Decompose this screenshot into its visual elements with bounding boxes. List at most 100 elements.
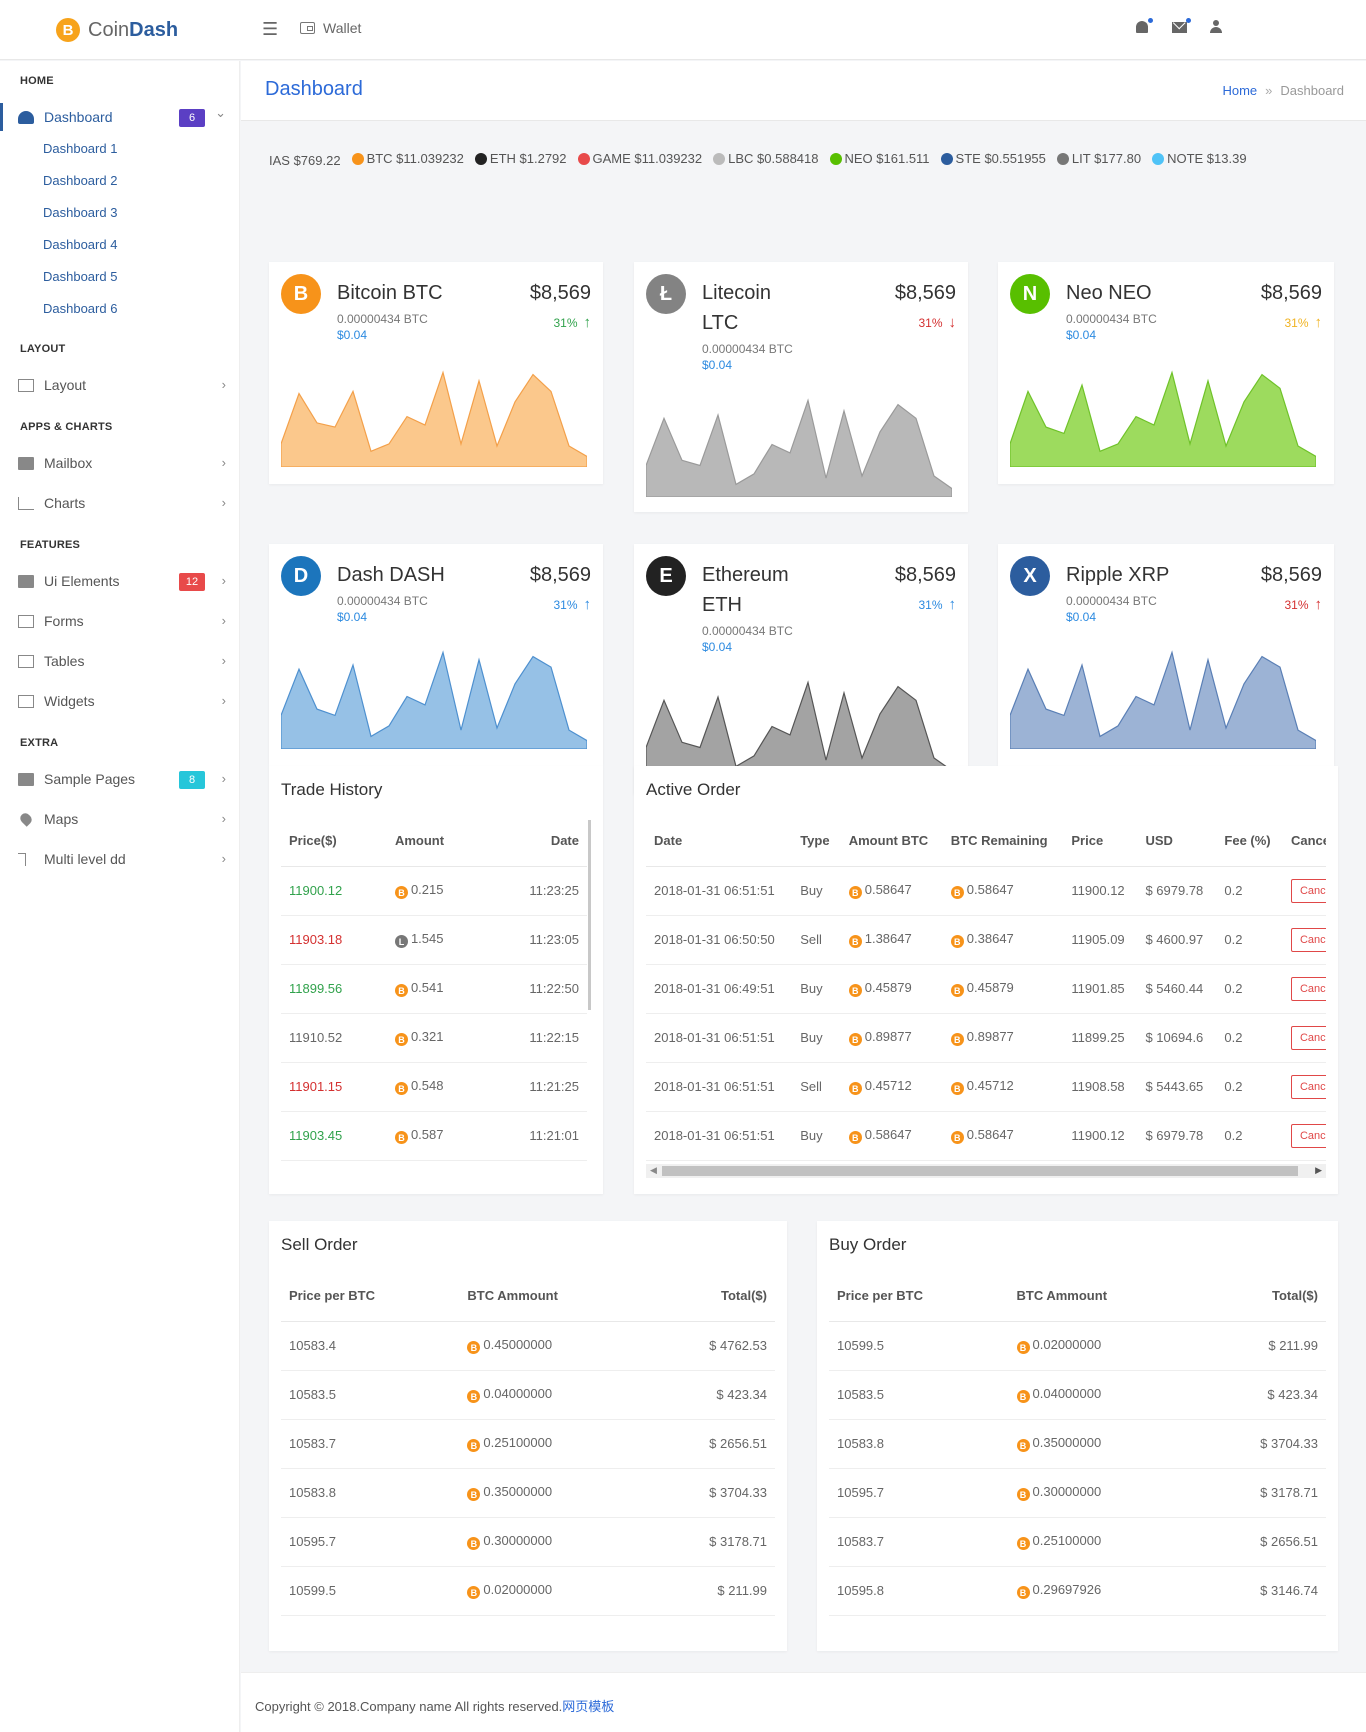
sidebar-item-sample-pages[interactable]: Sample Pages 8 › [0,765,240,793]
table-row[interactable]: 10599.5 B 0.02000000 $ 211.99 [281,1566,775,1616]
trade-date: 11:23:25 [486,866,587,916]
coin-change: 31% ↑ [1284,314,1322,331]
table-row[interactable]: 2018-01-31 06:51:51 Buy B 0.58647 B 0.58647 11… [646,1111,1326,1161]
table-row[interactable]: 10583.8 B 0.35000000 $ 3704.33 [281,1468,775,1518]
table-row[interactable]: 11899.56 B 0.541 11:22:50 [281,964,587,1014]
table-row[interactable]: 11900.12 B 0.215 11:23:25 [281,866,587,916]
bitcoin-icon: B [394,1131,408,1145]
coin-price: $8,569 [894,282,956,304]
chevron-right-icon: › [221,693,226,708]
cancel-order-button[interactable]: Cancel [1290,976,1326,1001]
menu-toggle-icon[interactable]: ☰ [262,19,279,39]
litecoin-icon: L [394,935,408,949]
trade-price: 11903.45 [281,1111,387,1161]
table-row[interactable]: 11901.15 B 0.548 11:21:25 [281,1062,587,1112]
table-row[interactable]: 2018-01-31 06:50:50 Sell B 1.38647 B 0.38647 1… [646,915,1326,965]
active-order-scrollbar[interactable]: ◀ ▶ [646,1164,1326,1178]
cancel-order-button[interactable]: Cancel [1290,1025,1326,1050]
table-row[interactable]: 2018-01-31 06:49:51 Buy B 0.45879 B 0.45879 11… [646,964,1326,1014]
coin-card[interactable]: Ł Litecoin LTC $8,569 0.00000434 BTC $0.04 31… [634,262,968,512]
price-area-chart [281,370,587,467]
messages-button[interactable] [1172,18,1191,36]
coin-card[interactable]: D Dash DASH $8,569 0.00000434 BTC $0.04 31% ↑ [269,544,603,766]
coin-card[interactable]: X Ripple XRP $8,569 0.00000434 BTC $0.04 31% ↑ [998,544,1334,766]
sidebar-item-widgets[interactable]: Widgets › [0,687,240,715]
table-row[interactable]: 10595.7 B 0.30000000 $ 3178.71 [829,1468,1326,1518]
table-row[interactable]: 10583.7 B 0.25100000 $ 2656.51 [281,1419,775,1469]
order-price: 10583.4 [281,1321,460,1371]
user-menu-button[interactable] [1210,20,1226,36]
table-row[interactable]: 10583.8 B 0.35000000 $ 3704.33 [829,1419,1326,1469]
bitcoin-icon: B [950,1082,964,1096]
wallet-link[interactable]: Wallet [300,20,361,36]
coin-usd-value: $0.04 [337,328,368,342]
sidebar-item-layout[interactable]: Layout › [0,371,240,399]
price-ticker: IAS $769.22 BTC $11.039232 ETH $1.2792 GAME… [269,151,1335,173]
coin-logo-icon: Ł [646,274,686,314]
sidebar-item-maps[interactable]: Maps › [0,805,240,833]
column-header: BTC Ammount [459,1271,646,1322]
coin-card[interactable]: E Ethereum ETH $8,569 0.00000434 BTC $0.04 31… [634,544,968,794]
coin-card[interactable]: N Neo NEO $8,569 0.00000434 BTC $0.04 31% ↑ [998,262,1334,484]
bitcoin-icon: B [467,1537,481,1551]
table-row[interactable]: 10595.8 B 0.29697926 $ 3146.74 [829,1566,1326,1616]
table-row[interactable]: 10583.5 B 0.04000000 $ 423.34 [829,1370,1326,1420]
coin-btc-value: 0.00000434 BTC [337,312,428,326]
active-order-table-wrap: Date Type Amount BTC BTC Remaining Price USD F… [646,816,1326,1162]
cancel-order-button[interactable]: Cancel [1290,1074,1326,1099]
coin-name: Bitcoin BTC [337,282,443,304]
order-price: 10595.7 [281,1517,460,1567]
scroll-left-arrow-icon[interactable]: ◀ [650,1165,657,1175]
sidebar-subitem-dashboard-4[interactable]: Dashboard 4 [43,237,118,252]
notifications-button[interactable] [1134,18,1153,36]
table-row[interactable]: 2018-01-31 06:51:51 Buy B 0.89877 B 0.89877 11… [646,1013,1326,1063]
header-actions [1134,18,1226,36]
table-row[interactable]: 2018-01-31 06:51:51 Sell B 0.45712 B 0.45712 1… [646,1062,1326,1112]
order-price: 10595.8 [829,1566,1009,1616]
cancel-order-button[interactable]: Cancel [1290,1123,1326,1148]
sidebar-item-charts[interactable]: Charts › [0,489,240,517]
sidebar-item-mailbox[interactable]: Mailbox › [0,449,240,477]
scroll-right-arrow-icon[interactable]: ▶ [1315,1165,1322,1175]
sidebar-item-tables[interactable]: Tables › [0,647,240,675]
sidebar-subitem-dashboard-6[interactable]: Dashboard 6 [43,301,118,316]
coin-icon [351,152,364,165]
active-order-panel: Active Order Date Type Amount BTC BTC Remai… [634,766,1338,1194]
coin-change-value: 31% [553,598,578,612]
table-row[interactable]: 11903.45 B 0.587 11:21:01 [281,1111,587,1161]
sidebar-subitem-dashboard-5[interactable]: Dashboard 5 [43,269,118,284]
table-row[interactable]: 10583.7 B 0.25100000 $ 2656.51 [829,1517,1326,1567]
coin-usd-value: $0.04 [702,358,733,372]
trade-history-scrollbar[interactable] [588,820,591,1010]
sidebar-item-multi-level[interactable]: Multi level dd › [0,845,240,873]
bitcoin-icon: B [950,1131,964,1145]
table-row[interactable]: 10595.7 B 0.30000000 $ 3178.71 [281,1517,775,1567]
coin-change: 31% ↓ [918,314,956,331]
sidebar-item-dashboard[interactable]: Dashboard 6 ⌄ [0,103,240,131]
sidebar-item-forms[interactable]: Forms › [0,607,240,635]
cancel-order-button[interactable]: Cancel [1290,927,1326,952]
table-row[interactable]: 10583.5 B 0.04000000 $ 423.34 [281,1370,775,1420]
ticker-item: ETH $1.2792 [474,151,567,166]
coin-card[interactable]: B Bitcoin BTC $8,569 0.00000434 BTC $0.04 31%… [269,262,603,484]
bitcoin-icon: B [950,1033,964,1047]
cancel-order-button[interactable]: Cancel [1290,878,1326,903]
footer-link[interactable]: 网页模板 [562,1699,615,1714]
table-row[interactable]: 2018-01-31 06:51:51 Buy B 0.58647 B 0.58647 11… [646,866,1326,916]
footer: Copyright © 2018.Company name All rights… [241,1672,1366,1732]
table-row[interactable]: 11910.52 B 0.321 11:22:15 [281,1013,587,1063]
brand-logo[interactable]: B CoinDash [56,18,178,42]
table-row[interactable]: 10599.5 B 0.02000000 $ 211.99 [829,1321,1326,1371]
scrollbar-thumb[interactable] [662,1166,1298,1176]
breadcrumb-home-link[interactable]: Home [1222,83,1258,98]
order-type: Buy [792,866,841,916]
sidebar-subitem-dashboard-1[interactable]: Dashboard 1 [43,141,118,156]
price-area-chart [281,650,587,749]
sidebar-subitem-dashboard-3[interactable]: Dashboard 3 [43,205,118,220]
sell-order-table: Price per BTC BTC Ammount Total($) 10583… [281,1271,775,1616]
sidebar-subitem-dashboard-2[interactable]: Dashboard 2 [43,173,118,188]
bitcoin-icon: B [848,984,862,998]
table-row[interactable]: 11903.18 L 1.545 11:23:05 [281,915,587,965]
table-row[interactable]: 10583.4 B 0.45000000 $ 4762.53 [281,1321,775,1371]
sidebar-item-ui-elements[interactable]: Ui Elements 12 › [0,567,240,595]
